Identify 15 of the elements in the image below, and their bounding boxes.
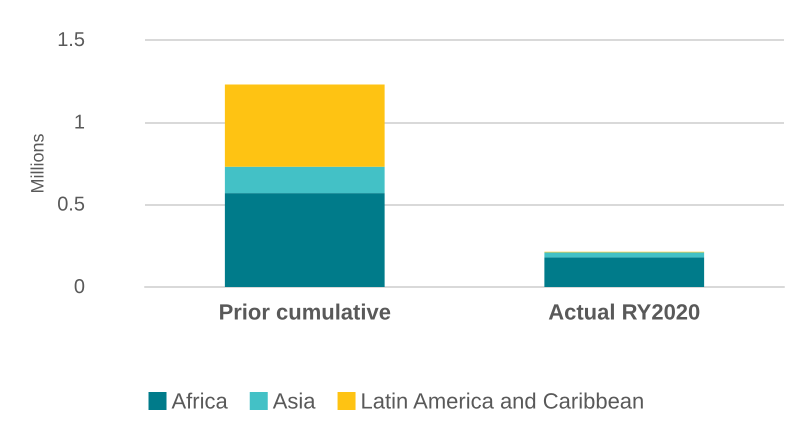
- x-tick-label: Prior cumulative: [218, 300, 391, 324]
- legend-label: Africa: [172, 388, 229, 414]
- bar: [224, 84, 385, 167]
- legend-label: Latin America and Caribbean: [360, 388, 644, 414]
- y-tick-label: 0: [74, 276, 85, 298]
- bar: [544, 257, 704, 287]
- bar: [224, 166, 385, 194]
- y-tick-label: 1: [74, 111, 85, 134]
- y-tick-label: 0.5: [57, 194, 85, 216]
- bar: [224, 193, 385, 287]
- y-tick-label: 1.5: [57, 29, 85, 51]
- legend-label: Asia: [272, 388, 316, 414]
- y-axis-title: Millions: [27, 133, 48, 194]
- x-tick-label: Actual RY2020: [548, 300, 700, 324]
- bar: [544, 252, 704, 258]
